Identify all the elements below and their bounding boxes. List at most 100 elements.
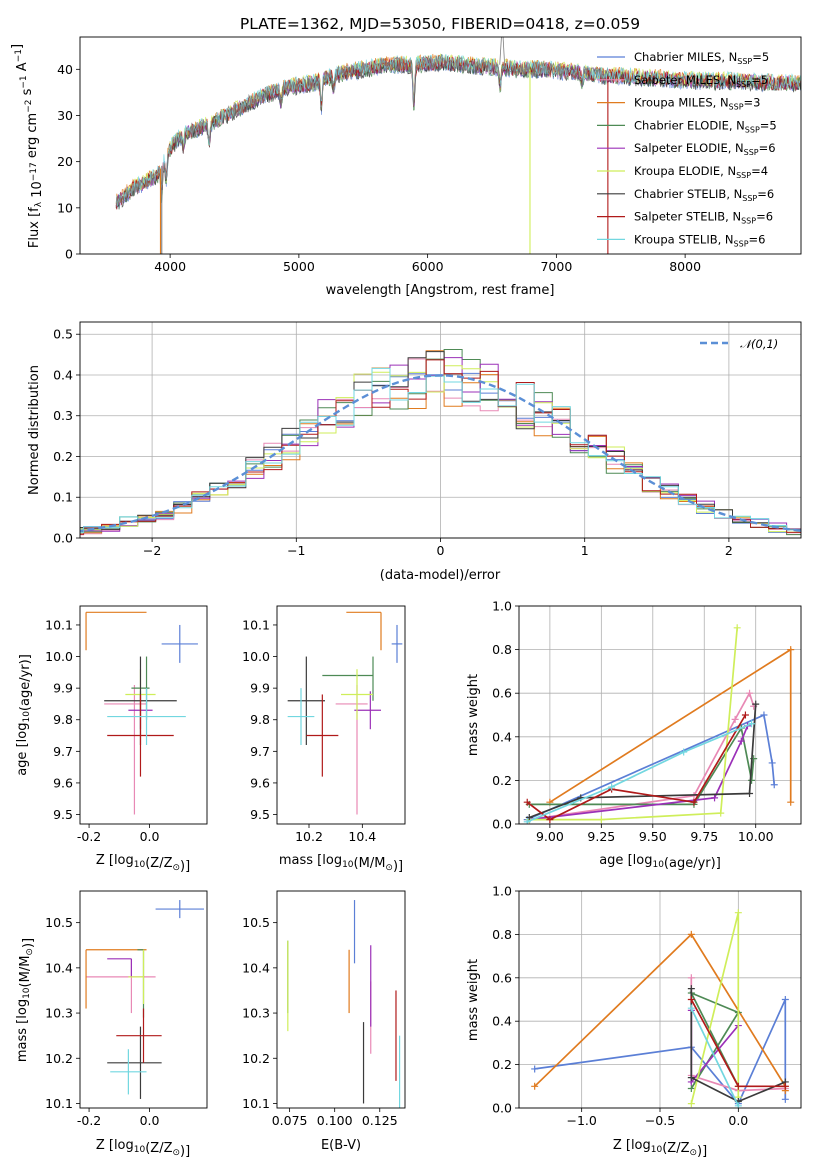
age-vs-mass-ytick-label: 9.6	[250, 775, 270, 790]
spectrum-ytick-label: 20	[57, 154, 73, 169]
mass-weight-vs-age-ylabel: mass weight	[466, 674, 481, 756]
spectrum-legend: Chabrier MILES, NSSP=5 Salpeter MILES, NS…	[597, 50, 777, 248]
reference-legend-label: 𝒩(0,1)	[740, 337, 778, 351]
mass-weight-vs-Z-point-marker	[734, 909, 742, 917]
mass-weight-vs-age-point-marker	[717, 809, 725, 817]
spectrum-panel: 4000 5000 6000 7000 8000 0 10 20 30 40 wavelength …	[10, 36, 802, 298]
mass-weight-vs-Z-series-line	[689, 991, 740, 1089]
normal-reference-curve	[80, 374, 801, 533]
spectrum-ytick-label: 0	[65, 247, 73, 262]
spectrum-ylabel: Flux [fλ 10−17 erg cm−2 s−1 A−1]	[10, 44, 45, 248]
legend-entry: Salpeter ELODIE, NSSP=6	[634, 141, 776, 157]
residuals-ytick-label: 0.5	[53, 327, 73, 342]
mass-weight-vs-age-point-marker	[770, 781, 778, 789]
mass-weight-vs-age-ytick-label: 0.6	[492, 686, 512, 701]
age-vs-mass-ytick-label: 9.8	[250, 712, 270, 727]
mass-weight-vs-Z-xlabel: Z [log10(Z/Z⊙)]	[613, 1138, 707, 1159]
mass-weight-vs-age-series-line	[526, 713, 776, 821]
spectrum-frame	[79, 36, 802, 255]
age-vs-Z-ytick-label: 9.5	[53, 807, 73, 822]
mass-weight-vs-age-xtick-label: 9.00	[536, 829, 564, 844]
age-vs-Z-ytick-label: 10.1	[45, 617, 73, 632]
residual-histogram	[80, 349, 801, 536]
mass-weight-vs-age-point-marker	[597, 816, 605, 824]
mass-vs-ebv-xlabel: E(B-V)	[321, 1138, 361, 1153]
mass-weight-vs-age-xtick-label: 9.75	[690, 829, 718, 844]
age-vs-Z-ytick-label: 9.8	[53, 712, 73, 727]
mass-weight-vs-age-ytick-label: 0.8	[492, 642, 512, 657]
mass-weight-vs-Z-point-marker	[687, 974, 695, 982]
age-vs-Z-xtick-label: -0.2	[77, 829, 101, 844]
mass-vs-ebv-ytick-label: 10.4	[242, 960, 270, 975]
age-vs-Z-frame	[79, 605, 208, 825]
mass-vs-Z-ytick-label: 10.4	[45, 960, 73, 975]
residuals-xtick-label: 1	[581, 543, 589, 558]
mass-weight-vs-Z-ytick-label: 0.6	[492, 970, 512, 985]
mass-vs-Z-xlabel: Z [log10(Z/Z⊙)]	[96, 1138, 190, 1159]
mass-weight-vs-age-panel: 9.00 9.25 9.50 9.75 10.00 0.0 0.2 0.4 0.6 0.8 1.0 a…	[466, 599, 802, 871]
spectrum-xtick-label: 6000	[412, 259, 444, 274]
mass-vs-ebv-xtick-label: 0.075	[272, 1113, 308, 1128]
mass-weight-vs-Z-point-marker	[734, 1082, 742, 1090]
residuals-xtick-label: 2	[725, 543, 733, 558]
mass-weight-vs-age-xtick-label: 9.25	[587, 829, 615, 844]
age-vs-mass-ytick-label: 9.7	[250, 744, 270, 759]
mass-weight-vs-Z-xtick-label: −0.5	[645, 1113, 675, 1128]
mass-vs-ebv-xtick-label: 0.125	[362, 1113, 398, 1128]
age-vs-mass-frame	[276, 605, 406, 825]
mass-weight-vs-Z-point-marker	[734, 1102, 742, 1108]
mass-weight-vs-Z-point-marker	[781, 1095, 789, 1103]
age-vs-mass-ytick-label: 9.9	[250, 681, 270, 696]
mass-weight-vs-Z-ytick-label: 0.4	[492, 1014, 512, 1029]
spectrum-ytick-label: 30	[57, 108, 73, 123]
legend-entry: Kroupa ELODIE, NSSP=4	[634, 164, 768, 180]
mass-weight-vs-age-point-marker	[748, 776, 756, 784]
age-vs-mass-xtick-label: 10.4	[348, 829, 376, 844]
age-vs-Z-xlabel: Z [log10(Z/Z⊙)]	[96, 853, 190, 874]
mass-weight-vs-age-point-marker	[731, 715, 739, 723]
mass-weight-vs-age-point-marker	[690, 798, 698, 806]
age-vs-mass-ytick-label: 10.0	[242, 649, 270, 664]
legend-entry: Chabrier ELODIE, NSSP=5	[634, 118, 777, 134]
mass-weight-vs-Z-panel: −1.0 −0.5 0.0 0.0 0.2 0.4 0.6 0.8 1.0 Z [log10(Z/…	[466, 884, 802, 1159]
mass-weight-vs-Z-frame	[518, 890, 802, 1109]
age-vs-mass-ytick-label: 9.5	[250, 807, 270, 822]
spectrum-plot-area	[115, 37, 801, 254]
mass-weight-vs-age-point-marker	[787, 798, 795, 806]
mass-vs-ebv-panel: 0.075 0.100 0.125 10.1 10.2 10.3 10.4 10.5 E(B-V…	[242, 890, 406, 1153]
mass-weight-vs-age-point-marker	[680, 748, 688, 756]
mass-vs-Z-plot-area	[85, 900, 204, 1099]
mass-weight-vs-age-point-marker	[752, 700, 760, 708]
mass-weight-vs-age-point-marker	[608, 783, 616, 791]
residual-histogram	[80, 358, 801, 536]
age-vs-mass-xlabel: mass [log10(M/M⊙)]	[279, 853, 403, 874]
residuals-xtick-label: −2	[143, 543, 161, 558]
mass-weight-vs-age-point-marker	[711, 794, 719, 802]
spectrum-xtick-label: 8000	[669, 259, 701, 274]
mass-weight-vs-age-xtick-label: 10.00	[738, 829, 774, 844]
age-vs-mass-ytick-label: 10.1	[242, 617, 270, 632]
mass-vs-ebv-ytick-label: 10.2	[242, 1051, 270, 1066]
age-vs-Z-panel: -0.2 0.0 9.5 9.6 9.7 9.8 9.9 10.0 10.1 Z [log10(Z…	[15, 605, 208, 874]
residuals-plot-area	[80, 349, 801, 536]
residuals-xlabel: (data-model)/error	[380, 568, 501, 583]
mass-weight-vs-age-point-marker	[737, 737, 745, 745]
mass-vs-Z-panel: -0.2 0.0 10.1 10.2 10.3 10.4 10.5 Z [log10(Z/Z⊙…	[15, 890, 208, 1159]
mass-vs-ebv-ytick-label: 10.5	[242, 915, 270, 930]
residuals-frame	[79, 321, 802, 539]
age-vs-Z-ylabel: age [log10(age/yr)]	[15, 654, 33, 776]
mass-weight-vs-Z-series-line	[690, 988, 786, 1103]
spectrum-ytick-label: 40	[57, 62, 73, 77]
mass-vs-Z-ytick-label: 10.1	[45, 1096, 73, 1111]
mass-vs-Z-xtick-label: 0.0	[140, 1113, 160, 1128]
age-vs-Z-ytick-label: 9.6	[53, 775, 73, 790]
mass-weight-vs-Z-point-marker	[687, 1074, 695, 1082]
mass-weight-vs-age-xtick-label: 9.50	[639, 829, 667, 844]
mass-weight-vs-Z-ytick-label: 0.8	[492, 927, 512, 942]
mass-weight-vs-age-ytick-label: 0.4	[492, 729, 512, 744]
residuals-xtick-label: −1	[287, 543, 305, 558]
age-vs-Z-ytick-label: 9.9	[53, 681, 73, 696]
residuals-ytick-label: 0.0	[53, 531, 73, 546]
mass-weight-vs-age-point-marker	[760, 711, 768, 719]
mass-weight-vs-Z-point-marker	[687, 1004, 695, 1012]
